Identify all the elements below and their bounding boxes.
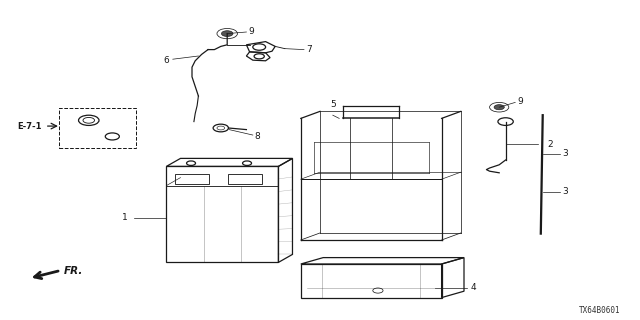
Text: FR.: FR. (64, 266, 83, 276)
Text: 1: 1 (122, 213, 128, 222)
Text: 7: 7 (306, 45, 312, 54)
Text: TX64B0601: TX64B0601 (579, 306, 621, 315)
Text: 3: 3 (562, 188, 568, 196)
Text: 9: 9 (248, 27, 254, 36)
Text: E-7-1: E-7-1 (17, 122, 42, 131)
Text: 9: 9 (517, 97, 523, 106)
Text: 2: 2 (547, 140, 553, 148)
Circle shape (221, 31, 233, 36)
Circle shape (494, 105, 504, 110)
Text: 5: 5 (330, 100, 335, 109)
Text: 3: 3 (562, 149, 568, 158)
Text: 6: 6 (164, 56, 170, 65)
Text: 4: 4 (470, 284, 476, 292)
Text: 8: 8 (255, 132, 260, 140)
